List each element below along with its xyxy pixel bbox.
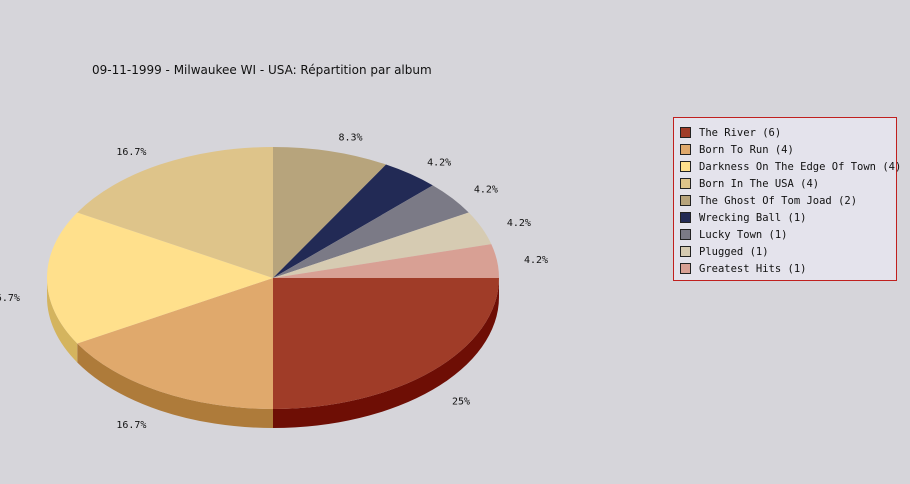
- pie-slice-label-3: 16.7%: [116, 147, 146, 158]
- legend-swatch-1: [680, 144, 691, 155]
- pie-slice-side-2: [47, 278, 78, 363]
- pie-slice-7: [273, 212, 492, 278]
- legend-item-7: Plugged (1): [680, 243, 896, 260]
- pie-slice-side-1: [77, 343, 273, 428]
- legend-item-8: Greatest Hits (1): [680, 260, 896, 277]
- pie-slice-5: [273, 164, 433, 278]
- pie-depth-layer: [47, 278, 499, 428]
- legend-label-1: Born To Run (4): [699, 143, 794, 156]
- legend-label-7: Plugged (1): [699, 245, 769, 258]
- legend-label-3: Born In The USA (4): [699, 177, 820, 190]
- legend-item-6: Lucky Town (1): [680, 226, 896, 243]
- legend-swatch-8: [680, 263, 691, 274]
- legend-swatch-2: [680, 161, 691, 172]
- legend-label-0: The River (6): [699, 126, 782, 139]
- legend-item-2: Darkness On The Edge Of Town (4): [680, 158, 901, 175]
- legend-label-4: The Ghost Of Tom Joad (2): [699, 194, 858, 207]
- legend-swatch-4: [680, 195, 691, 206]
- legend-swatch-5: [680, 212, 691, 223]
- pie-slice-3: [77, 147, 273, 278]
- legend-item-3: Born In The USA (4): [680, 175, 896, 192]
- pie-slice-4: [273, 147, 386, 278]
- legend-item-5: Wrecking Ball (1): [680, 209, 896, 226]
- pie-slice-label-2: 16.7%: [0, 293, 20, 304]
- legend-label-8: Greatest Hits (1): [699, 262, 807, 275]
- legend-swatch-7: [680, 246, 691, 257]
- pie-slice-0: [273, 278, 499, 409]
- pie-slice-side-0: [273, 278, 499, 428]
- pie-slice-label-1: 16.7%: [116, 420, 146, 431]
- legend-item-4: The Ghost Of Tom Joad (2): [680, 192, 896, 209]
- pie-slices-layer: [47, 147, 499, 409]
- legend-item-0: The River (6): [680, 124, 896, 141]
- pie-slice-label-6: 4.2%: [474, 185, 498, 196]
- legend-swatch-0: [680, 127, 691, 138]
- legend: The River (6) Born To Run (4) Darkness On …: [673, 117, 901, 281]
- pie-slice-1: [77, 278, 273, 409]
- pie-slice-label-4: 8.3%: [339, 132, 363, 143]
- legend-swatch-3: [680, 178, 691, 189]
- pie-slice-label-7: 4.2%: [507, 218, 531, 229]
- pie-slice-label-8: 4.2%: [524, 255, 548, 266]
- pie-slice-6: [273, 185, 469, 278]
- legend-item-1: Born To Run (4): [680, 141, 896, 158]
- legend-swatch-6: [680, 229, 691, 240]
- legend-label-6: Lucky Town (1): [699, 228, 788, 241]
- legend-label-2: Darkness On The Edge Of Town (4): [699, 160, 902, 173]
- pie-slice-label-5: 4.2%: [427, 158, 451, 169]
- pie-slice-8: [273, 244, 499, 278]
- legend-label-5: Wrecking Ball (1): [699, 211, 807, 224]
- pie-slice-2: [47, 212, 274, 344]
- pie-labels-layer: 25% 16.7% 16.7% 16.7% 8.3% 4.2% 4.2% 4.2% 4.2%: [0, 132, 548, 431]
- pie-slice-label-0: 25%: [452, 397, 470, 408]
- chart-title: 09-11-1999 - Milwaukee WI - USA: Réparti…: [92, 63, 432, 77]
